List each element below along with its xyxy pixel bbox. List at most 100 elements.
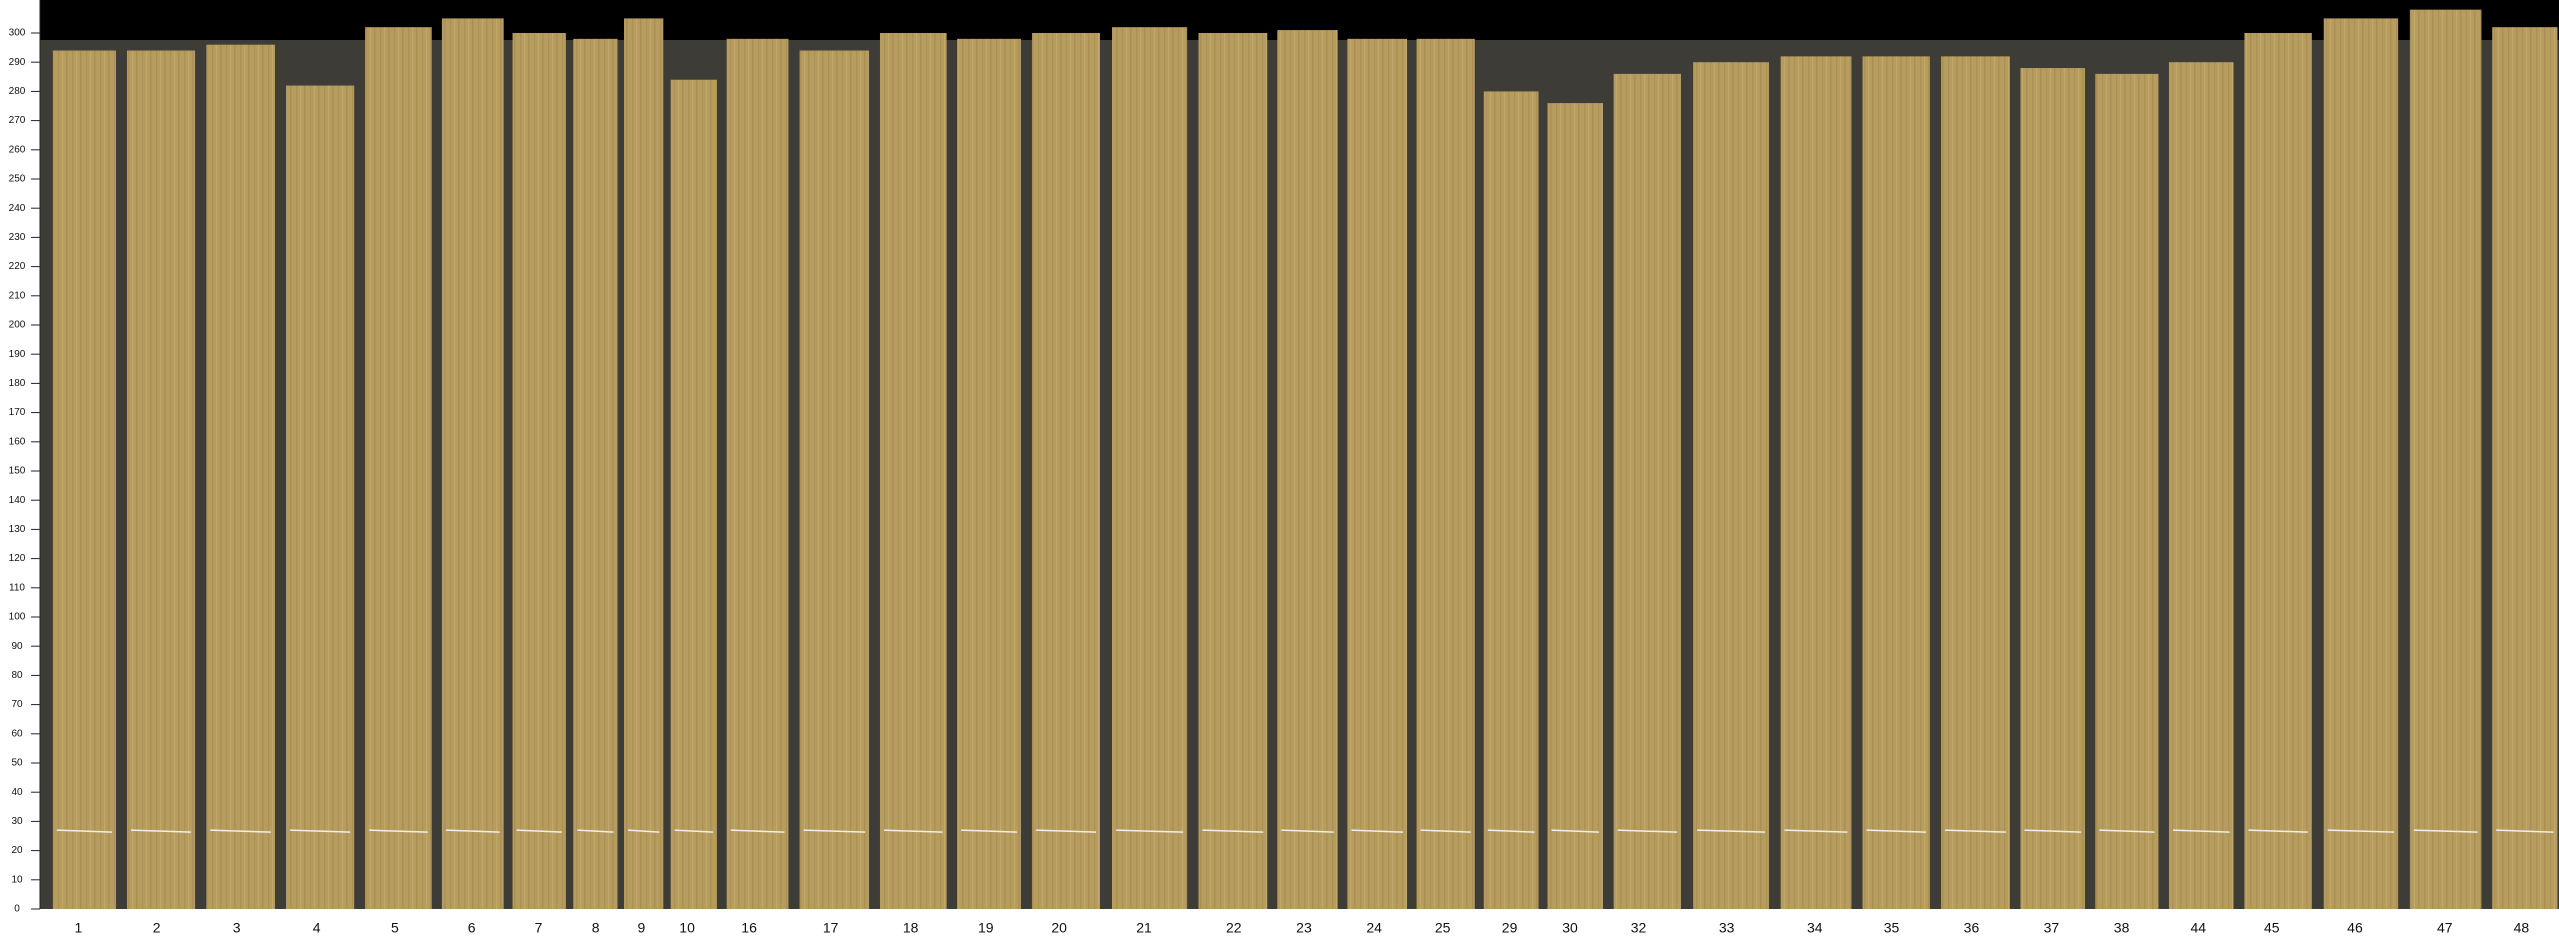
strip-label: 30 (1562, 920, 1578, 936)
chalk-line (2413, 829, 2478, 833)
ruler-label: 220 (9, 261, 26, 272)
veneer-strip (1780, 56, 1852, 910)
ruler-label: 100 (9, 612, 26, 623)
veneer-strip (879, 33, 947, 909)
chalk-line (1035, 829, 1097, 833)
chalk-line (1116, 829, 1184, 833)
strip-label: 32 (1631, 920, 1647, 936)
ruler-label: 170 (9, 407, 26, 418)
chalk-line (803, 829, 866, 833)
strip-label: 35 (1884, 920, 1900, 936)
ruler-label: 250 (9, 174, 26, 185)
chalk-line (1617, 829, 1678, 833)
strip-label: 25 (1435, 920, 1451, 936)
strip-label: 4 (313, 920, 321, 936)
veneer-strip (1198, 33, 1268, 909)
chalk-line (674, 829, 714, 833)
chalk-line (1784, 829, 1848, 833)
ruler-label: 30 (11, 816, 23, 827)
ruler-label: 50 (11, 758, 23, 769)
veneer-strip (799, 50, 870, 909)
veneer-strip (1112, 27, 1188, 910)
strip-label: 22 (1226, 920, 1242, 936)
chalk-line (577, 829, 614, 833)
ruler-label: 80 (11, 670, 23, 681)
strip-label: 36 (1964, 920, 1980, 936)
veneer-strip (286, 85, 355, 909)
chalk-line (290, 829, 351, 833)
strip-label: 18 (903, 920, 919, 936)
veneer-strip (573, 38, 618, 909)
ruler-label: 240 (9, 203, 26, 214)
chalk-line (1202, 829, 1264, 833)
strip-label: 17 (823, 920, 839, 936)
ruler-label: 10 (11, 874, 23, 885)
ruler-label: 150 (9, 466, 26, 477)
veneer-strip (624, 18, 664, 909)
strip-label: 24 (1366, 920, 1382, 936)
veneer-strip (1613, 73, 1682, 909)
strip-label: 19 (978, 920, 994, 936)
strip-label: 2 (153, 920, 161, 936)
veneer-strip (2168, 62, 2234, 909)
strip-label: 5 (391, 920, 399, 936)
chalk-line (2172, 829, 2230, 833)
chalk-line (1551, 829, 1599, 833)
strip-label: 7 (535, 920, 543, 936)
ruler-label: 200 (9, 320, 26, 331)
veneer-strip (1941, 56, 2010, 910)
chalk-line (1351, 829, 1404, 833)
chalk-line (369, 829, 428, 833)
veneer-strip (957, 38, 1021, 909)
ruler-label: 270 (9, 115, 26, 126)
chalk-line (2024, 829, 2082, 833)
chalk-line (627, 829, 660, 833)
chalk-line (2099, 829, 2155, 833)
ruler-label: 230 (9, 232, 26, 243)
chalk-line (1697, 829, 1765, 833)
ruler-label: 110 (9, 582, 25, 593)
veneer-strip (1031, 33, 1101, 909)
strip-label: 1 (74, 920, 82, 936)
strip-label: 38 (2114, 920, 2130, 936)
veneer-strip (1693, 62, 1769, 909)
ruler-label: 60 (11, 728, 23, 739)
veneer-strip (1547, 103, 1603, 909)
ruler-label: 190 (9, 349, 26, 360)
veneer-strip (2095, 73, 2159, 909)
strip-label: 34 (1807, 920, 1823, 936)
veneer-strip (365, 27, 432, 910)
veneer-strip (726, 38, 789, 909)
strip-label: 45 (2264, 920, 2280, 936)
veneer-strip (2244, 33, 2312, 909)
strip-label: 8 (592, 920, 600, 936)
ruler-label: 290 (9, 57, 26, 68)
veneer-strip (2492, 27, 2558, 910)
veneer-strip (52, 50, 117, 909)
veneer-strip (206, 44, 276, 910)
strip-label: 37 (2044, 920, 2060, 936)
ruler-label: 160 (9, 436, 26, 447)
strip-label: 9 (637, 920, 645, 936)
chalk-line (516, 829, 562, 833)
ruler-label: 40 (11, 787, 23, 798)
veneer-strip (1347, 38, 1408, 909)
strip-label: 21 (1136, 920, 1152, 936)
ruler (0, 0, 40, 950)
ruler-label: 120 (9, 553, 26, 564)
chalk-line (2327, 829, 2395, 833)
veneer-strip (1277, 30, 1338, 909)
strip-label: 16 (741, 920, 757, 936)
chalk-line (1945, 829, 2006, 833)
chalk-line (1420, 829, 1471, 833)
strip-label: 3 (233, 920, 241, 936)
chalk-line (730, 829, 785, 833)
veneer-strip (512, 33, 566, 909)
veneer-strip (2323, 18, 2399, 909)
chalk-line (56, 829, 113, 833)
veneer-strip (2020, 68, 2086, 910)
chalk-line (445, 829, 500, 833)
veneer-strip (2409, 9, 2482, 909)
